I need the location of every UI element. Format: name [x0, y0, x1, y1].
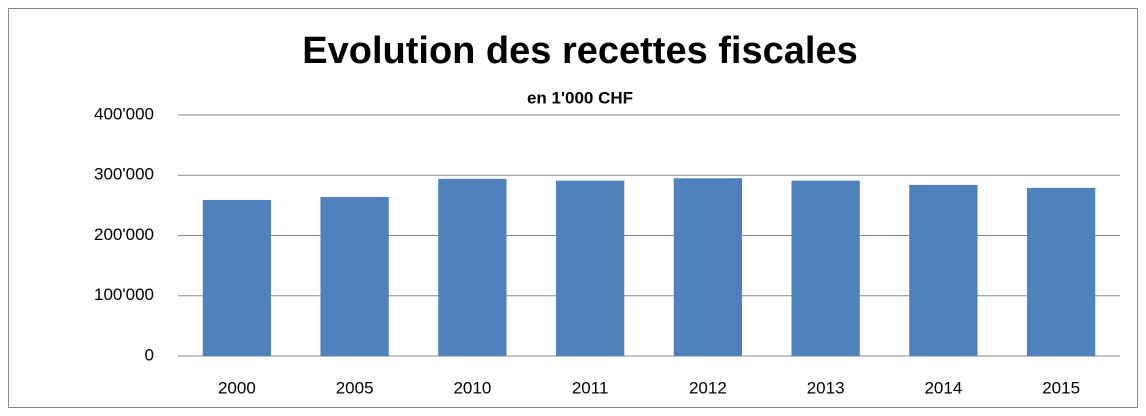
x-tick-label: 2000 [218, 378, 256, 397]
x-tick-label: 2011 [572, 378, 609, 397]
bar [438, 178, 507, 356]
bar [791, 180, 860, 356]
bar [673, 178, 743, 356]
chart-subtitle: en 1'000 CHF [527, 88, 633, 107]
y-tick-label: 200'000 [94, 225, 154, 244]
y-tick-label: 400'000 [94, 104, 154, 123]
x-tick-label: 2014 [924, 378, 962, 397]
y-tick-label: 100'000 [94, 285, 154, 304]
bar [555, 180, 625, 356]
bar [1026, 187, 1096, 356]
x-tick-label: 2012 [689, 378, 727, 397]
x-tick-label: 2010 [453, 378, 491, 397]
x-tick-label: 2015 [1042, 378, 1080, 397]
y-tick-label: 300'000 [94, 165, 154, 184]
x-tick-label: 2005 [336, 378, 374, 397]
x-tick-label: 2013 [807, 378, 845, 397]
chart-title: Evolution des recettes fiscales [302, 30, 857, 72]
y-tick-label: 0 [145, 345, 154, 364]
bar [202, 199, 272, 356]
bar [909, 184, 978, 356]
bar [320, 196, 389, 356]
